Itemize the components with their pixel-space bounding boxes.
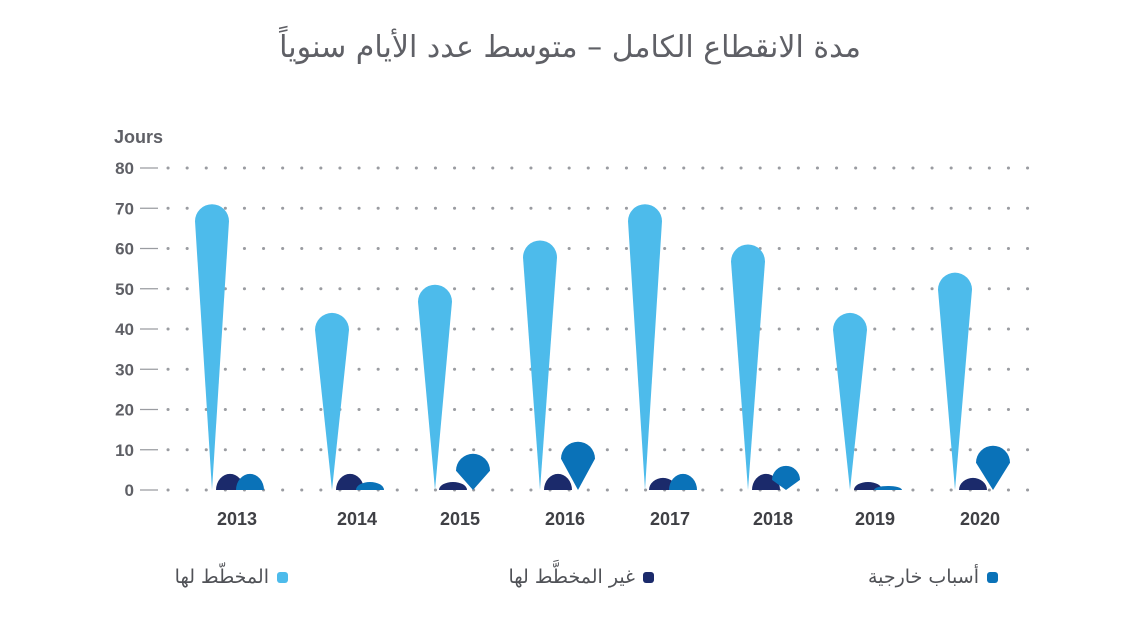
bar-2019-s1 [854, 481, 882, 490]
x-tick-label: 2016 [545, 509, 585, 529]
legend-item-planned: المخطّط لها [175, 566, 288, 588]
x-tick-label: 2013 [217, 509, 257, 529]
bar-2015-s1 [439, 481, 467, 490]
bar-2014-s2 [356, 481, 384, 490]
legend-label-unplanned: غير المخطَّط لها [508, 566, 635, 588]
y-tick-label: 40 [115, 320, 134, 339]
bar-2020-s0 [938, 272, 972, 490]
chart-title: مدة الانقطاع الكامل – متوسط عدد الأيام س… [279, 30, 861, 65]
y-tick-label: 30 [115, 360, 134, 379]
bar-2016-s1 [544, 473, 572, 490]
legend-item-unplanned: غير المخطَّط لها [508, 566, 654, 588]
bar-2013-s2 [236, 473, 264, 490]
legend-label-external: أسباب خارجية [867, 566, 979, 588]
bar-2019-s2 [874, 485, 902, 490]
y-tick-label: 70 [115, 199, 134, 218]
y-tick-label: 10 [115, 441, 134, 460]
legend-swatch-unplanned [643, 571, 654, 583]
bar-2017-s2 [669, 473, 697, 490]
legend-label-planned: المخطّط لها [174, 566, 269, 588]
y-axis-label: Jours [114, 127, 163, 147]
legend-item-external: أسباب خارجية [868, 566, 998, 588]
legend-swatch-planned [277, 571, 288, 583]
x-tick-label: 2014 [337, 509, 377, 529]
y-tick-label: 80 [115, 159, 134, 178]
bar-2019-s0 [833, 312, 867, 490]
bar-2020-s2 [976, 445, 1010, 490]
x-tick-label: 2020 [960, 509, 1000, 529]
bar-2015-s0 [418, 284, 452, 490]
bar-2017-s0 [628, 204, 662, 490]
y-tick-label: 0 [125, 481, 134, 500]
bar-2018-s0 [731, 244, 765, 490]
y-tick-label: 50 [115, 280, 134, 299]
x-axis: 2013 2014 2015 2016 2017 2018 2019 2020 [217, 509, 1000, 529]
y-tick-label: 20 [115, 401, 134, 420]
bar-2020-s1 [959, 477, 987, 490]
bar-2014-s0 [315, 312, 349, 490]
bar-2015-s2 [456, 453, 490, 490]
bar-2014-s1 [336, 473, 364, 490]
bar-2013-s0 [195, 204, 229, 490]
bars [195, 204, 1010, 490]
x-tick-label: 2015 [440, 509, 480, 529]
x-tick-label: 2019 [855, 509, 895, 529]
bar-2018-s2 [772, 465, 800, 490]
y-axis: 0 10 20 30 40 50 60 70 80 [115, 159, 158, 500]
y-tick-label: 60 [115, 240, 134, 259]
x-tick-label: 2018 [753, 509, 793, 529]
gridlines [166, 166, 1032, 492]
bar-2016-s2 [561, 441, 595, 490]
legend-swatch-external [987, 571, 998, 583]
bar-2016-s0 [523, 240, 557, 490]
x-tick-label: 2017 [650, 509, 690, 529]
